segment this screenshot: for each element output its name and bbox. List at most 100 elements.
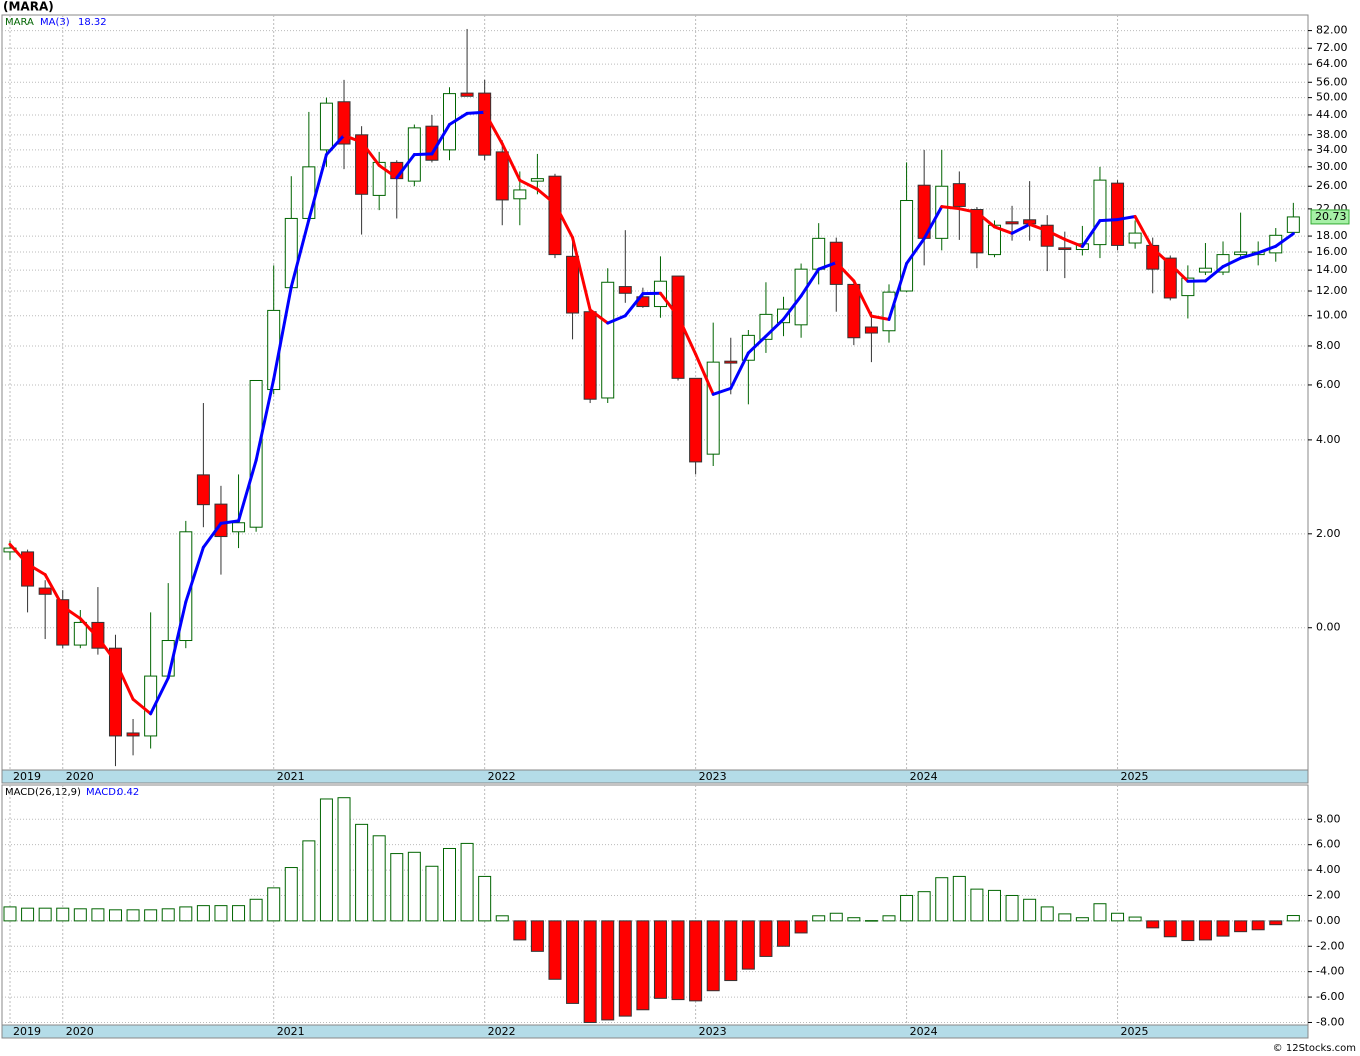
ma-segment: [26, 562, 47, 577]
macd-bar: [38, 907, 52, 922]
macd-bar: [548, 920, 562, 980]
macd-bar: [847, 917, 861, 922]
candle-body: [882, 291, 896, 332]
macd-bar: [1163, 920, 1177, 938]
ma-segment: [61, 604, 82, 621]
ma-segment: [1168, 262, 1190, 283]
macd-bar: [232, 905, 246, 922]
candle-body: [126, 732, 140, 737]
macd-bar: [1111, 912, 1125, 922]
ma-segment: [237, 458, 258, 523]
macd-bar: [302, 840, 316, 922]
macd-bar: [56, 907, 70, 922]
ma-segment: [746, 334, 768, 355]
x-tick-label: 2024: [910, 770, 938, 783]
ma-segment: [817, 261, 838, 271]
ma-segment: [887, 262, 909, 321]
ma-segment: [676, 314, 698, 356]
ma-segment: [201, 521, 223, 549]
macd-bar: [443, 847, 456, 922]
ma-segment: [307, 153, 328, 222]
y-tick-label: 16.00: [1316, 245, 1348, 258]
candle-body: [478, 92, 492, 156]
macd-bar: [355, 823, 369, 922]
candle-body: [970, 208, 984, 254]
y-tick-label: 18.00: [1316, 229, 1348, 242]
macd-bar: [319, 798, 333, 922]
macd-bar: [495, 915, 509, 922]
macd-bar: [196, 905, 210, 922]
y-tick-label: 8.00: [1316, 339, 1341, 352]
candle-body: [548, 175, 562, 256]
macd-bar: [425, 865, 439, 922]
ma-segment: [43, 573, 65, 608]
candle-body: [1234, 251, 1248, 256]
macd-bar: [987, 889, 1001, 922]
macd-bar: [935, 877, 949, 922]
macd-bar: [530, 920, 544, 952]
macd-bar: [1216, 920, 1230, 937]
legend-ma-value: 18.32: [78, 17, 107, 28]
candle-body: [864, 326, 878, 334]
ma-segment: [535, 187, 557, 206]
ma-segment: [272, 285, 293, 381]
macd-bar: [1005, 894, 1019, 922]
ma-segment: [518, 178, 539, 191]
x-tick-label: 2020: [66, 770, 94, 783]
y-tick-label: 2.00: [1316, 888, 1341, 901]
candle-body: [935, 185, 949, 239]
y-tick-label: 82.00: [1316, 24, 1348, 37]
ma-segment: [166, 600, 188, 680]
x-tick-label: 2019: [13, 1025, 41, 1038]
ma-segment: [131, 697, 153, 716]
ma-segment: [184, 545, 205, 604]
ma-segment: [1239, 251, 1260, 260]
macd-bar: [478, 875, 492, 922]
macd-bar: [390, 853, 404, 922]
candle-body: [355, 134, 369, 195]
ma-segment: [289, 218, 311, 289]
candle-body: [196, 474, 210, 506]
candle-body: [513, 189, 527, 200]
ma-segment: [219, 519, 241, 525]
x-tick-label: 2019: [13, 770, 41, 783]
ma-segment: [430, 123, 451, 156]
ma-segment: [1010, 222, 1032, 235]
candle-body: [1111, 182, 1125, 246]
macd-bar: [144, 909, 158, 922]
macd-bar: [689, 920, 703, 1002]
last-price-label: 20.73: [1315, 210, 1347, 223]
candle-body: [530, 178, 544, 182]
macd-bar: [882, 915, 896, 922]
year-band: [1, 769, 1309, 784]
y-tick-label: 12.00: [1316, 284, 1348, 297]
ma-segment: [606, 314, 627, 325]
macd-bar: [1040, 906, 1054, 922]
candle-body: [1198, 267, 1212, 273]
y-tick-label: 8.00: [1316, 812, 1341, 825]
x-tick-label: 2020: [66, 1025, 94, 1038]
y-tick-label: 34.00: [1316, 143, 1348, 156]
x-tick-label: 2021: [277, 770, 305, 783]
macd-bar: [267, 887, 281, 922]
macd-bar: [1093, 903, 1107, 922]
candle-body: [812, 237, 826, 270]
ma-segment: [658, 291, 680, 318]
macd-bar: [1286, 915, 1300, 922]
macd-bar: [1251, 920, 1265, 931]
macd-bar: [1128, 916, 1142, 922]
ma-segment: [1063, 237, 1084, 248]
ma-segment: [1045, 229, 1067, 241]
macd-bar: [91, 908, 105, 922]
ma-segment: [149, 676, 170, 716]
ma-segment: [483, 110, 504, 146]
year-band: [1, 1024, 1309, 1039]
macd-bar: [583, 920, 597, 1023]
macd-bar: [460, 842, 474, 922]
ma-segment: [905, 237, 926, 266]
macd-bar: [1198, 920, 1212, 941]
ma-segment: [1256, 244, 1278, 255]
candle-body: [618, 286, 632, 294]
legend-macd: MACD(26,12,9): [5, 787, 81, 798]
